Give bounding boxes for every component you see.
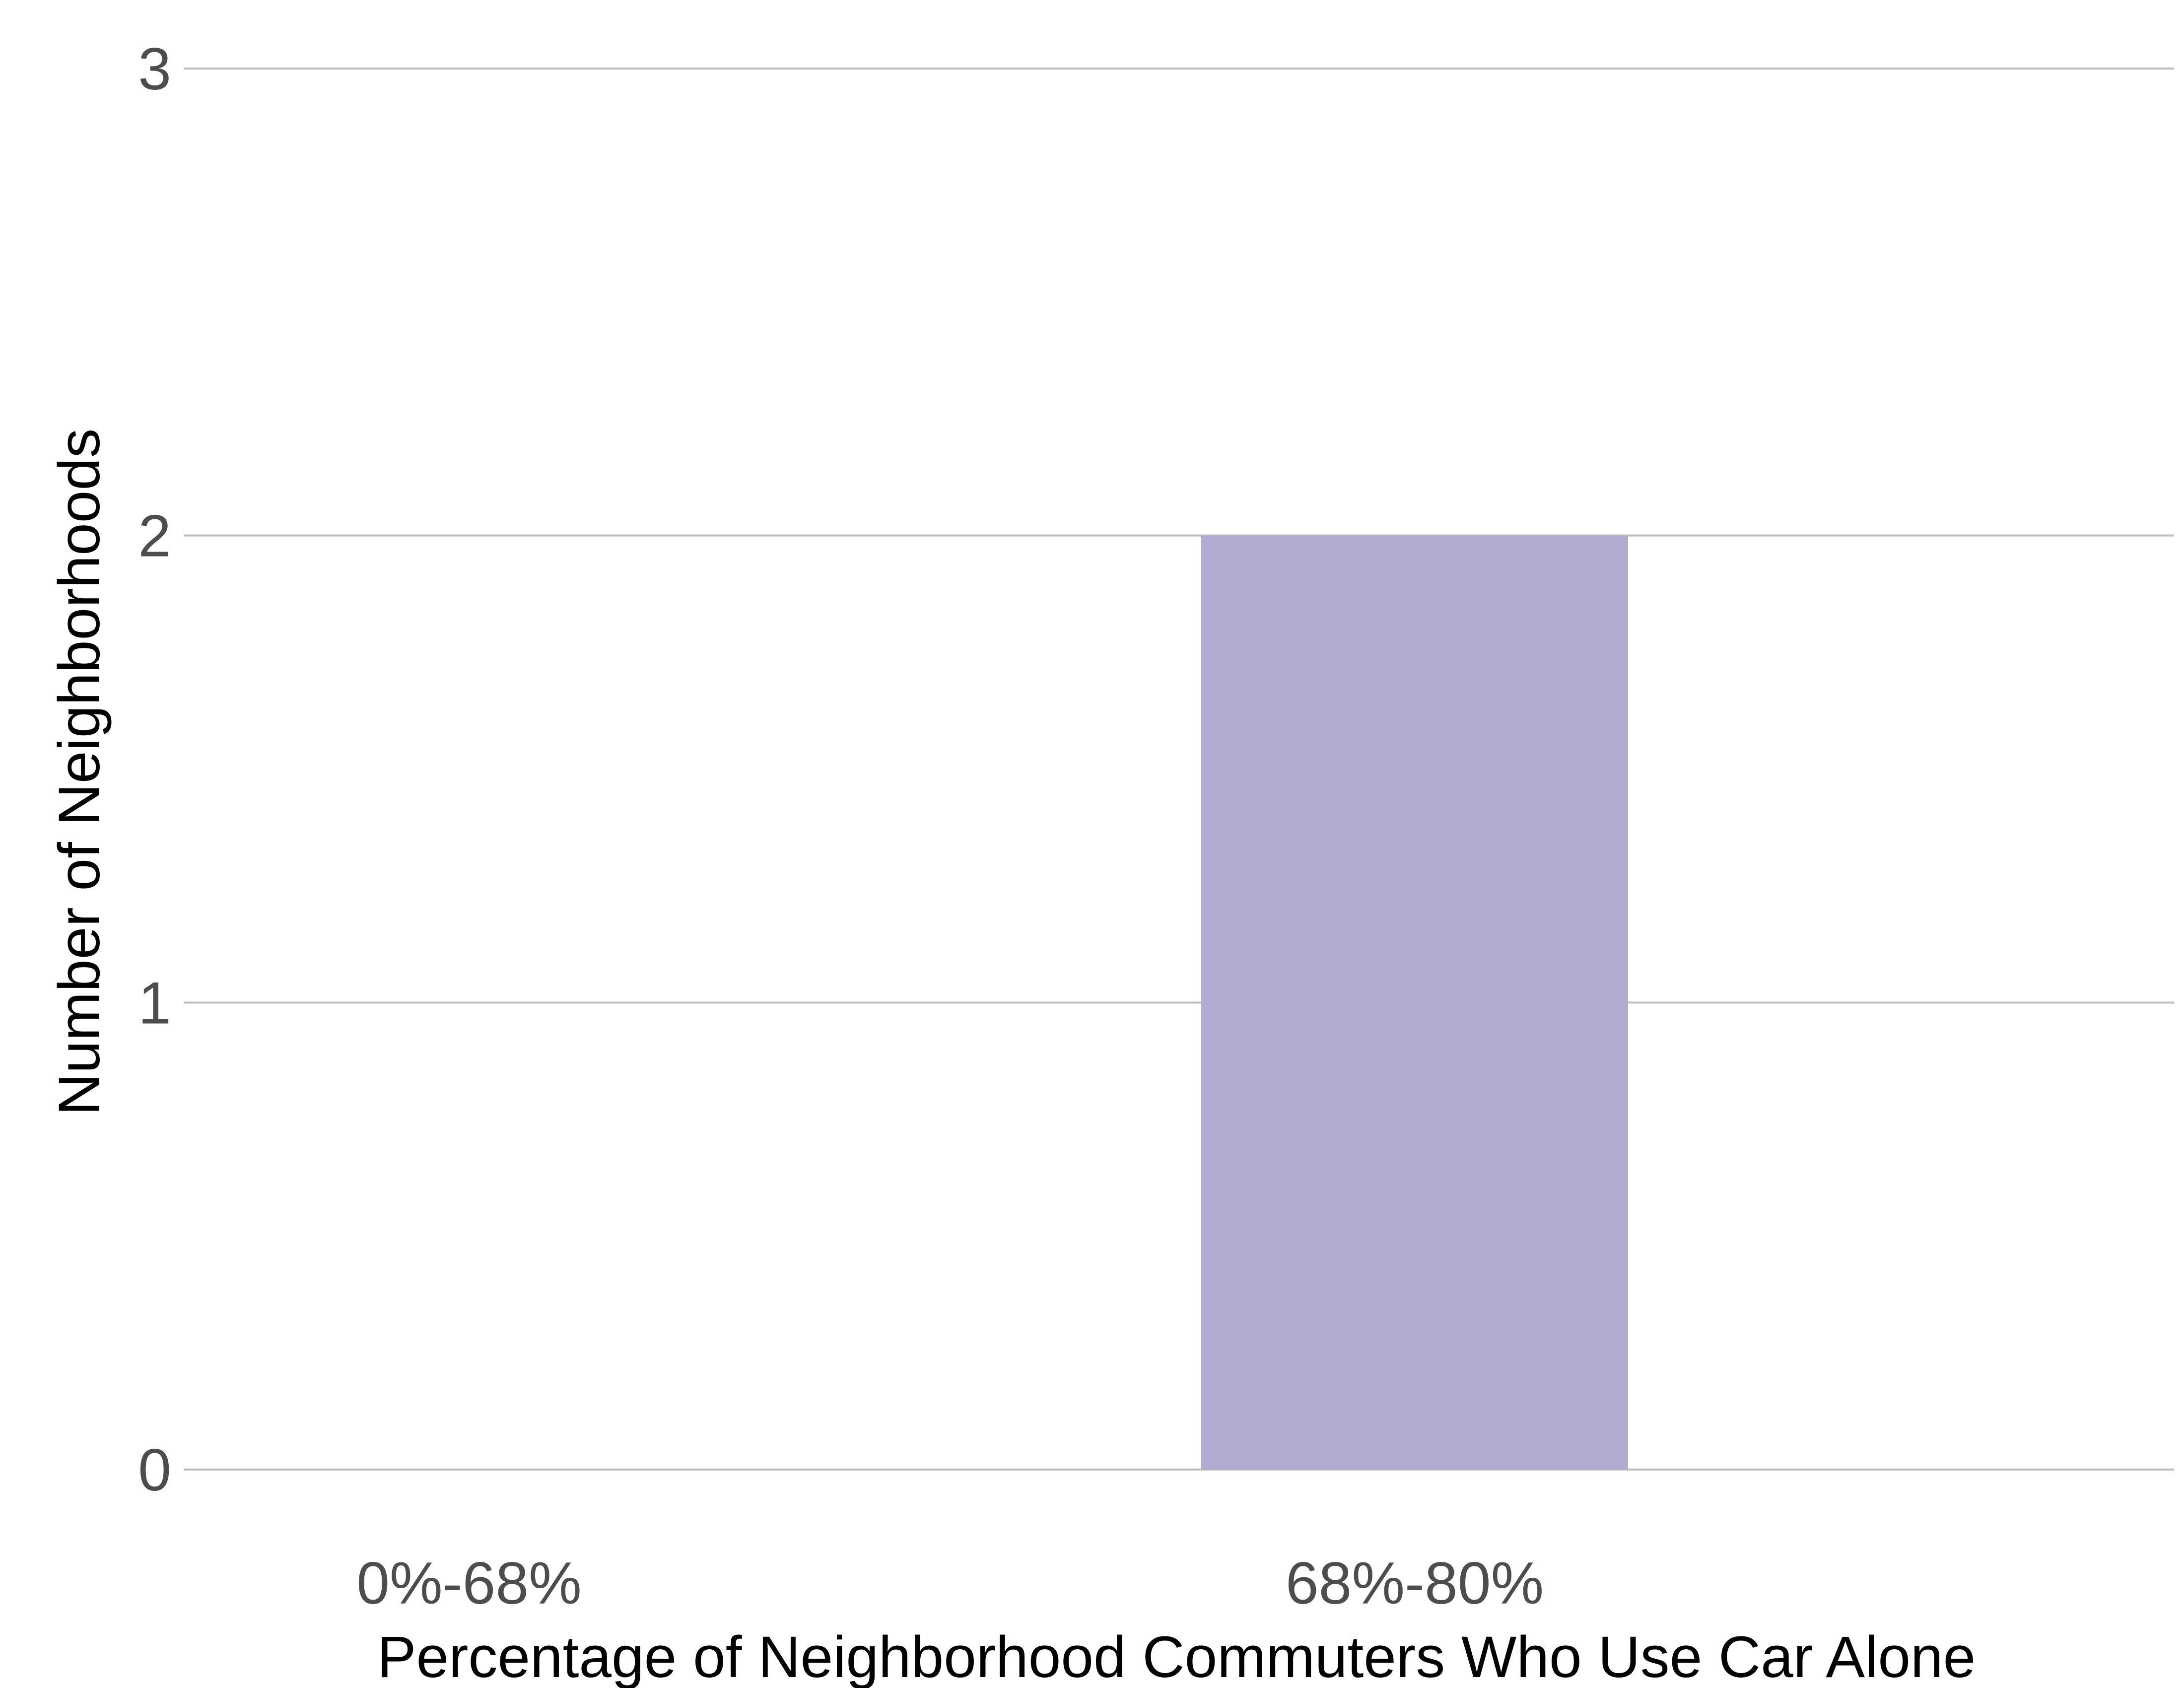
x-tick-label: 68%-80% xyxy=(1286,1550,1544,1617)
y-tick-label: 3 xyxy=(138,36,171,102)
grid-lines xyxy=(184,68,2174,1471)
y-tick-label: 0 xyxy=(138,1437,171,1503)
y-tick-label: 2 xyxy=(138,503,171,569)
y-axis-title: Number of Neighborhoods xyxy=(47,428,112,1116)
y-tick-labels: 0 1 2 3 xyxy=(138,36,171,1503)
y-tick-label: 1 xyxy=(138,970,171,1036)
bars xyxy=(1201,535,1628,1470)
x-tick-label: 0%-68% xyxy=(356,1550,582,1617)
x-axis-title: Percentage of Neighborhood Commuters Who… xyxy=(377,1624,1976,1688)
bar-1 xyxy=(1201,535,1628,1470)
x-tick-labels: 0%-68%68%-80%80%-87%87%-100% xyxy=(356,1550,1544,1617)
